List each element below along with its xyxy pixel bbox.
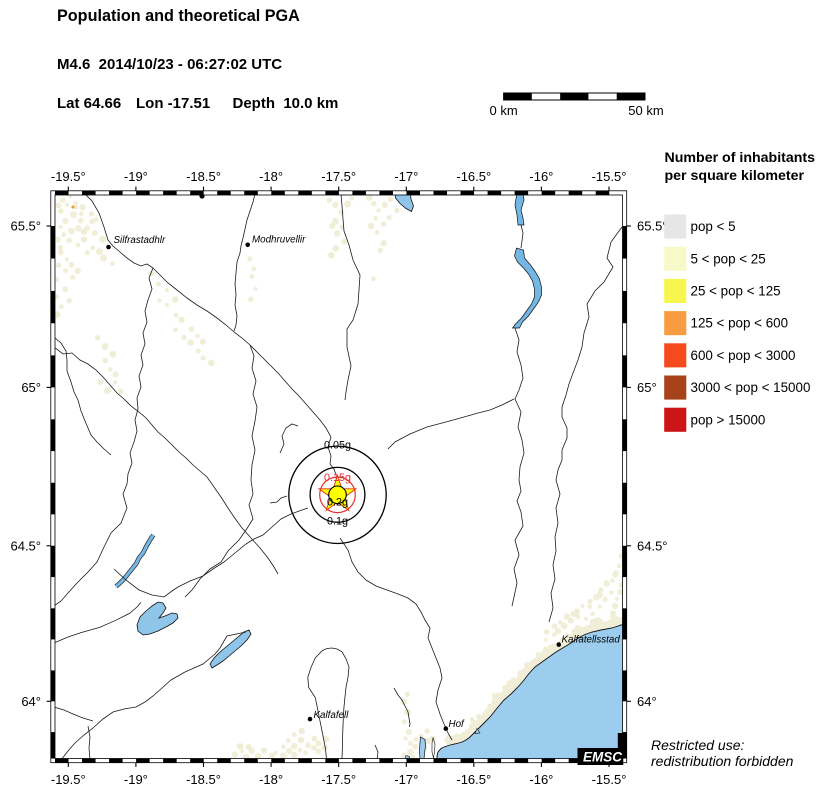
svg-text:-19°: -19° — [124, 169, 148, 184]
svg-text:M4.6 2014/10/23 - 06:27:02 UT: M4.6 2014/10/23 - 06:27:02 UTC — [57, 56, 282, 73]
svg-text:64°: 64° — [21, 694, 41, 709]
svg-text:-19°: -19° — [124, 772, 148, 787]
svg-text:Lon -17.51: Lon -17.51 — [136, 95, 210, 112]
svg-text:0.2g: 0.2g — [327, 497, 348, 509]
svg-text:Restricted use:: Restricted use: — [651, 737, 744, 753]
svg-text:65°: 65° — [637, 380, 657, 395]
svg-text:-15.5°: -15.5° — [592, 772, 627, 787]
svg-text:Kalfatellsstad: Kalfatellsstad — [562, 635, 621, 646]
svg-text:-16.5°: -16.5° — [456, 169, 491, 184]
svg-text:-19.5°: -19.5° — [51, 772, 86, 787]
svg-text:Modhruvellir: Modhruvellir — [252, 235, 306, 246]
svg-text:-18.5°: -18.5° — [186, 169, 221, 184]
svg-text:25 < pop < 125: 25 < pop < 125 — [691, 284, 781, 299]
svg-text:64.5°: 64.5° — [10, 539, 41, 554]
svg-text:-16°: -16° — [529, 772, 553, 787]
svg-text:5 < pop < 25: 5 < pop < 25 — [691, 251, 766, 266]
svg-text:65.5°: 65.5° — [637, 219, 668, 234]
svg-text:64.5°: 64.5° — [637, 539, 668, 554]
svg-text:65.5°: 65.5° — [10, 219, 41, 234]
svg-text:-16.5°: -16.5° — [456, 772, 491, 787]
svg-text:50 km: 50 km — [628, 103, 663, 118]
svg-text:125 < pop < 600: 125 < pop < 600 — [691, 316, 789, 331]
svg-text:-18°: -18° — [259, 772, 283, 787]
svg-text:-17°: -17° — [394, 772, 418, 787]
svg-text:redistribution forbidden: redistribution forbidden — [651, 753, 794, 769]
svg-text:600 < pop < 3000: 600 < pop < 3000 — [691, 348, 796, 363]
svg-text:Number of inhabitants: Number of inhabitants — [665, 150, 816, 166]
svg-text:pop > 15000: pop > 15000 — [691, 412, 766, 427]
svg-text:Population and theoretical PGA: Population and theoretical PGA — [57, 7, 300, 25]
svg-text:0.05g: 0.05g — [324, 440, 351, 452]
svg-text:Silfrastadhlr: Silfrastadhlr — [114, 235, 166, 246]
svg-text:65°: 65° — [21, 380, 41, 395]
svg-text:0 km: 0 km — [490, 103, 518, 118]
svg-text:64°: 64° — [637, 694, 657, 709]
svg-text:-18.5°: -18.5° — [186, 772, 221, 787]
svg-text:-15.5°: -15.5° — [592, 169, 627, 184]
svg-text:Depth 10.0 km: Depth 10.0 km — [233, 95, 339, 112]
svg-text:0.1g: 0.1g — [327, 516, 348, 528]
svg-text:Hof: Hof — [449, 719, 466, 730]
svg-text:-17.5°: -17.5° — [321, 169, 356, 184]
svg-text:0.15g: 0.15g — [324, 472, 351, 484]
svg-text:Lat 64.66: Lat 64.66 — [57, 95, 121, 112]
svg-text:EMSC: EMSC — [583, 750, 622, 765]
svg-text:Kalfafell: Kalfafell — [314, 710, 350, 721]
svg-text:-17.5°: -17.5° — [321, 772, 356, 787]
svg-text:-18°: -18° — [259, 169, 283, 184]
svg-text:3000 < pop < 15000: 3000 < pop < 15000 — [691, 380, 811, 395]
svg-text:-17°: -17° — [394, 169, 418, 184]
svg-text:pop < 5: pop < 5 — [691, 219, 736, 234]
svg-text:-19.5°: -19.5° — [51, 169, 86, 184]
svg-text:per square kilometer: per square kilometer — [665, 168, 805, 184]
svg-text:-16°: -16° — [529, 169, 553, 184]
